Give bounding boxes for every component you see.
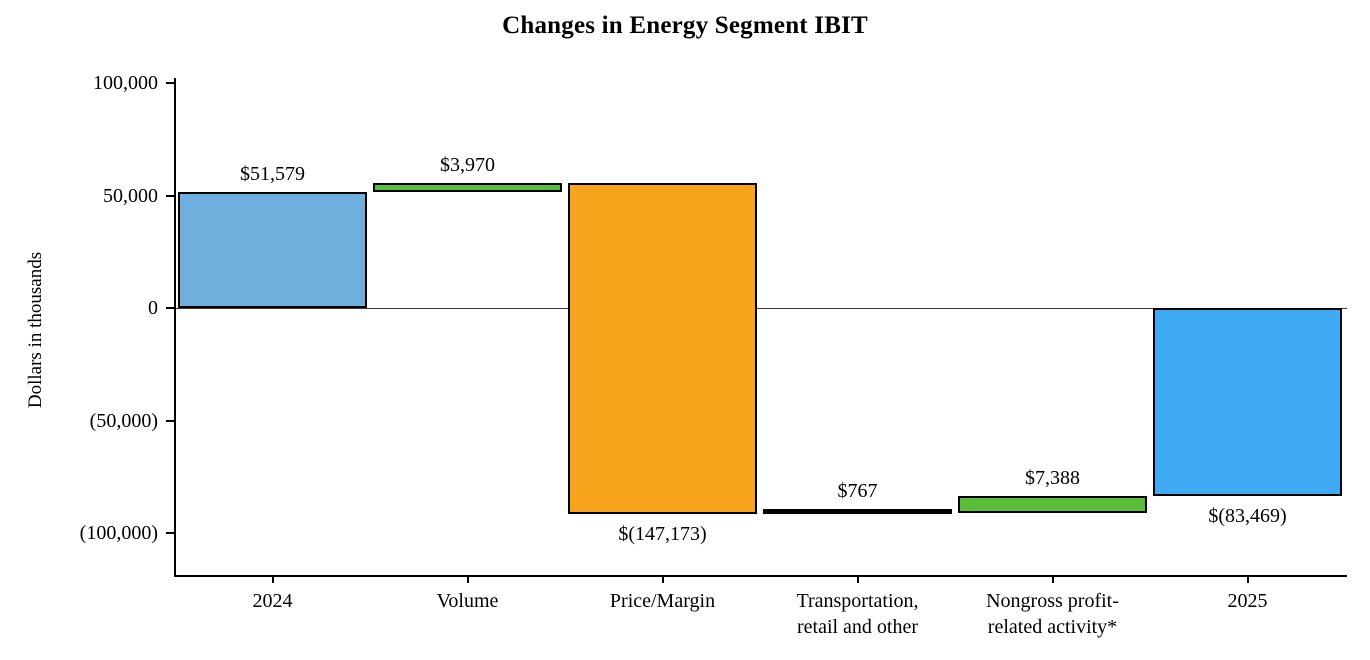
waterfall-bar-price-margin <box>568 183 757 514</box>
y-axis-line <box>174 78 176 577</box>
waterfall-bar-volume <box>373 183 562 192</box>
category-label-line: Price/Margin <box>609 590 716 612</box>
category-label: Transportation, retail and other <box>760 588 955 640</box>
x-axis-tick <box>272 577 274 583</box>
bar-value-label: $7,388 <box>1025 467 1080 489</box>
waterfall-bar-2024 <box>178 192 367 308</box>
waterfall-bar-nongross-profit-related-activity- <box>958 496 1147 513</box>
x-axis-tick <box>1247 577 1249 583</box>
y-tick-label: 0 <box>148 297 158 319</box>
category-label: Volume <box>370 588 565 614</box>
category-label-line: retail and other <box>796 616 919 638</box>
category-label-line: Volume <box>436 590 499 612</box>
category-label: 2025 <box>1150 588 1345 614</box>
y-axis-tick <box>166 420 175 422</box>
chart-title: Changes in Energy Segment IBIT <box>502 12 868 39</box>
bar-value-label: $(83,469) <box>1208 505 1287 527</box>
bar-value-label: $3,970 <box>440 154 495 176</box>
category-label: 2024 <box>175 588 370 614</box>
y-axis-tick <box>166 82 175 84</box>
y-axis-tick <box>166 532 175 534</box>
x-axis-tick <box>662 577 664 583</box>
y-tick-label: (100,000) <box>79 522 158 544</box>
bar-value-label: $767 <box>837 480 878 502</box>
category-label: Nongross profit-related activity* <box>955 588 1150 640</box>
y-tick-label: (50,000) <box>89 410 158 432</box>
x-axis-tick <box>467 577 469 583</box>
category-label: Price/Margin <box>565 588 760 614</box>
x-axis-tick <box>857 577 859 583</box>
y-tick-label: 100,000 <box>93 72 158 94</box>
category-label-line: Transportation, <box>796 590 919 612</box>
y-tick-label: 50,000 <box>103 185 158 207</box>
bar-value-label: $51,579 <box>240 163 305 185</box>
waterfall-bar-2025 <box>1153 308 1342 496</box>
bar-value-label: $(147,173) <box>618 523 707 545</box>
y-axis-tick <box>166 195 175 197</box>
x-axis-tick <box>1052 577 1054 583</box>
category-label-line: related activity* <box>987 616 1118 638</box>
y-axis-tick <box>166 307 175 309</box>
zero-gridline <box>176 308 1347 309</box>
x-axis-line <box>174 575 1347 577</box>
category-label-line: 2024 <box>252 590 293 612</box>
y-axis-title: Dollars in thousands <box>25 251 46 409</box>
category-label-line: Nongross profit- <box>986 590 1119 612</box>
category-label-line: 2025 <box>1227 590 1268 612</box>
waterfall-bar-transportation-retail-and-other <box>763 509 952 514</box>
